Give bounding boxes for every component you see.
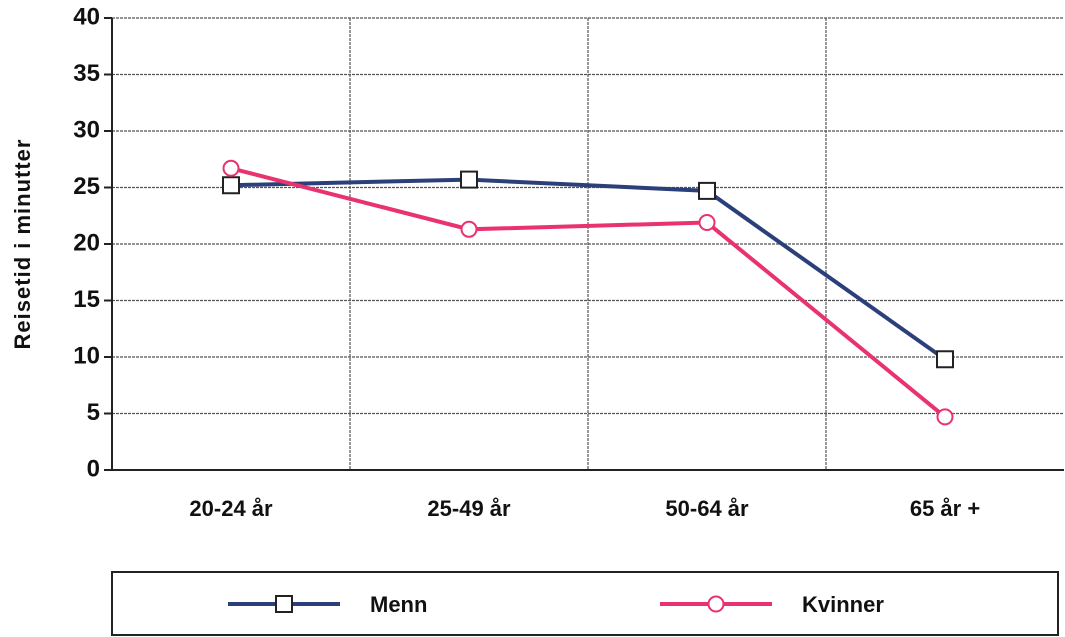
marker bbox=[698, 214, 716, 232]
series-line bbox=[230, 177, 947, 361]
y-tick-label: 15 bbox=[73, 286, 100, 313]
series-line bbox=[230, 166, 947, 419]
legend-label: Menn bbox=[370, 592, 427, 617]
y-tick-label: 5 bbox=[87, 399, 100, 426]
marker bbox=[698, 181, 716, 200]
y-tick-label: 30 bbox=[73, 116, 100, 143]
legend-label: Kvinner bbox=[802, 592, 884, 617]
x-tick-label: 65 år + bbox=[910, 496, 980, 521]
y-tick-label: 25 bbox=[73, 173, 100, 200]
legend-marker bbox=[707, 595, 725, 613]
y-tick-label: 20 bbox=[73, 229, 100, 256]
marker bbox=[222, 176, 240, 195]
marker bbox=[460, 220, 478, 238]
x-tick-label: 50-64 år bbox=[665, 496, 749, 521]
x-tick-label: 20-24 år bbox=[189, 496, 273, 521]
legend-marker bbox=[275, 595, 293, 613]
y-tick-label: 0 bbox=[87, 455, 100, 482]
y-tick-label: 10 bbox=[73, 342, 100, 369]
y-axis-label: Reisetid i minutter bbox=[10, 139, 35, 350]
x-tick-label: 25-49 år bbox=[427, 496, 511, 521]
marker bbox=[460, 170, 478, 189]
marker bbox=[936, 408, 954, 426]
y-tick-label: 40 bbox=[73, 3, 100, 30]
y-tick-label: 35 bbox=[73, 60, 100, 87]
marker bbox=[936, 350, 954, 369]
marker bbox=[222, 159, 240, 177]
